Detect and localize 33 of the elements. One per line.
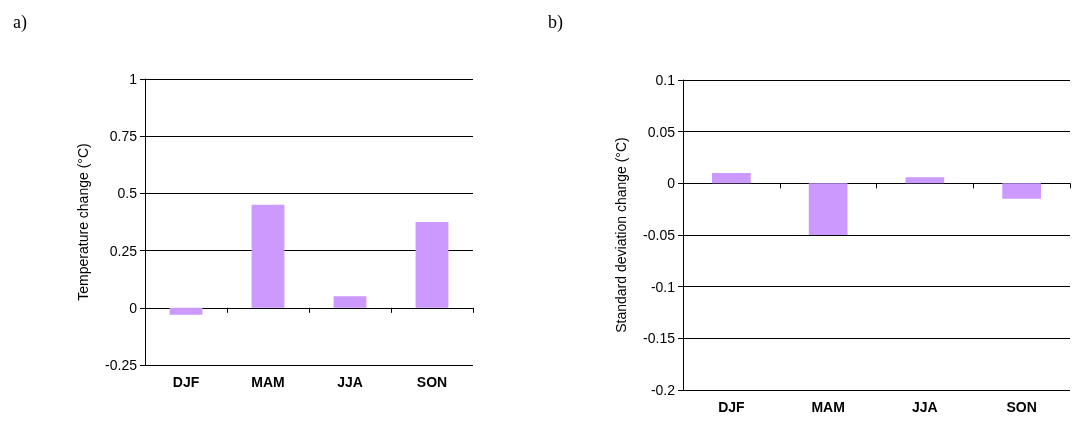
y-tick-label: 0.1 (655, 72, 676, 88)
bar (169, 307, 203, 315)
x-tick-label: JJA (912, 399, 938, 415)
y-tick-label: 0 (129, 299, 138, 316)
bar (808, 183, 848, 235)
bar (905, 177, 945, 184)
bar (1002, 183, 1041, 199)
y-tick-label: -0.15 (643, 330, 676, 347)
x-tick-label: DJF (172, 374, 200, 390)
x-tick-label: JJA (337, 374, 363, 390)
x-tick-label: DJF (718, 399, 746, 415)
y-tick-label: -0.25 (105, 357, 138, 373)
bar (333, 296, 367, 308)
y-tick-label: 0.05 (647, 123, 676, 140)
bar (415, 222, 449, 308)
bar (712, 173, 751, 184)
x-tick-label: MAM (811, 399, 845, 415)
y-tick-label: 0.75 (109, 128, 138, 145)
y-tick-label: 0.25 (109, 242, 138, 259)
x-tick-label: SON (416, 374, 448, 390)
y-tick-label: 0.5 (117, 185, 138, 202)
y-tick-label: 1 (129, 71, 138, 87)
x-tick-label: SON (1006, 399, 1037, 415)
y-tick-label: -0.2 (650, 382, 676, 398)
y-axis-title: Temperature change (°C) (75, 143, 91, 301)
chart-title: b) (548, 12, 563, 33)
y-tick-label: 0 (667, 175, 676, 192)
y-tick-label: -0.1 (650, 278, 676, 295)
y-axis-title: Standard deviation change (°C) (613, 137, 629, 333)
x-tick-label: MAM (251, 374, 285, 390)
bar (251, 204, 285, 308)
chart-title: a) (13, 12, 27, 33)
y-tick-label: -0.05 (643, 227, 676, 243)
